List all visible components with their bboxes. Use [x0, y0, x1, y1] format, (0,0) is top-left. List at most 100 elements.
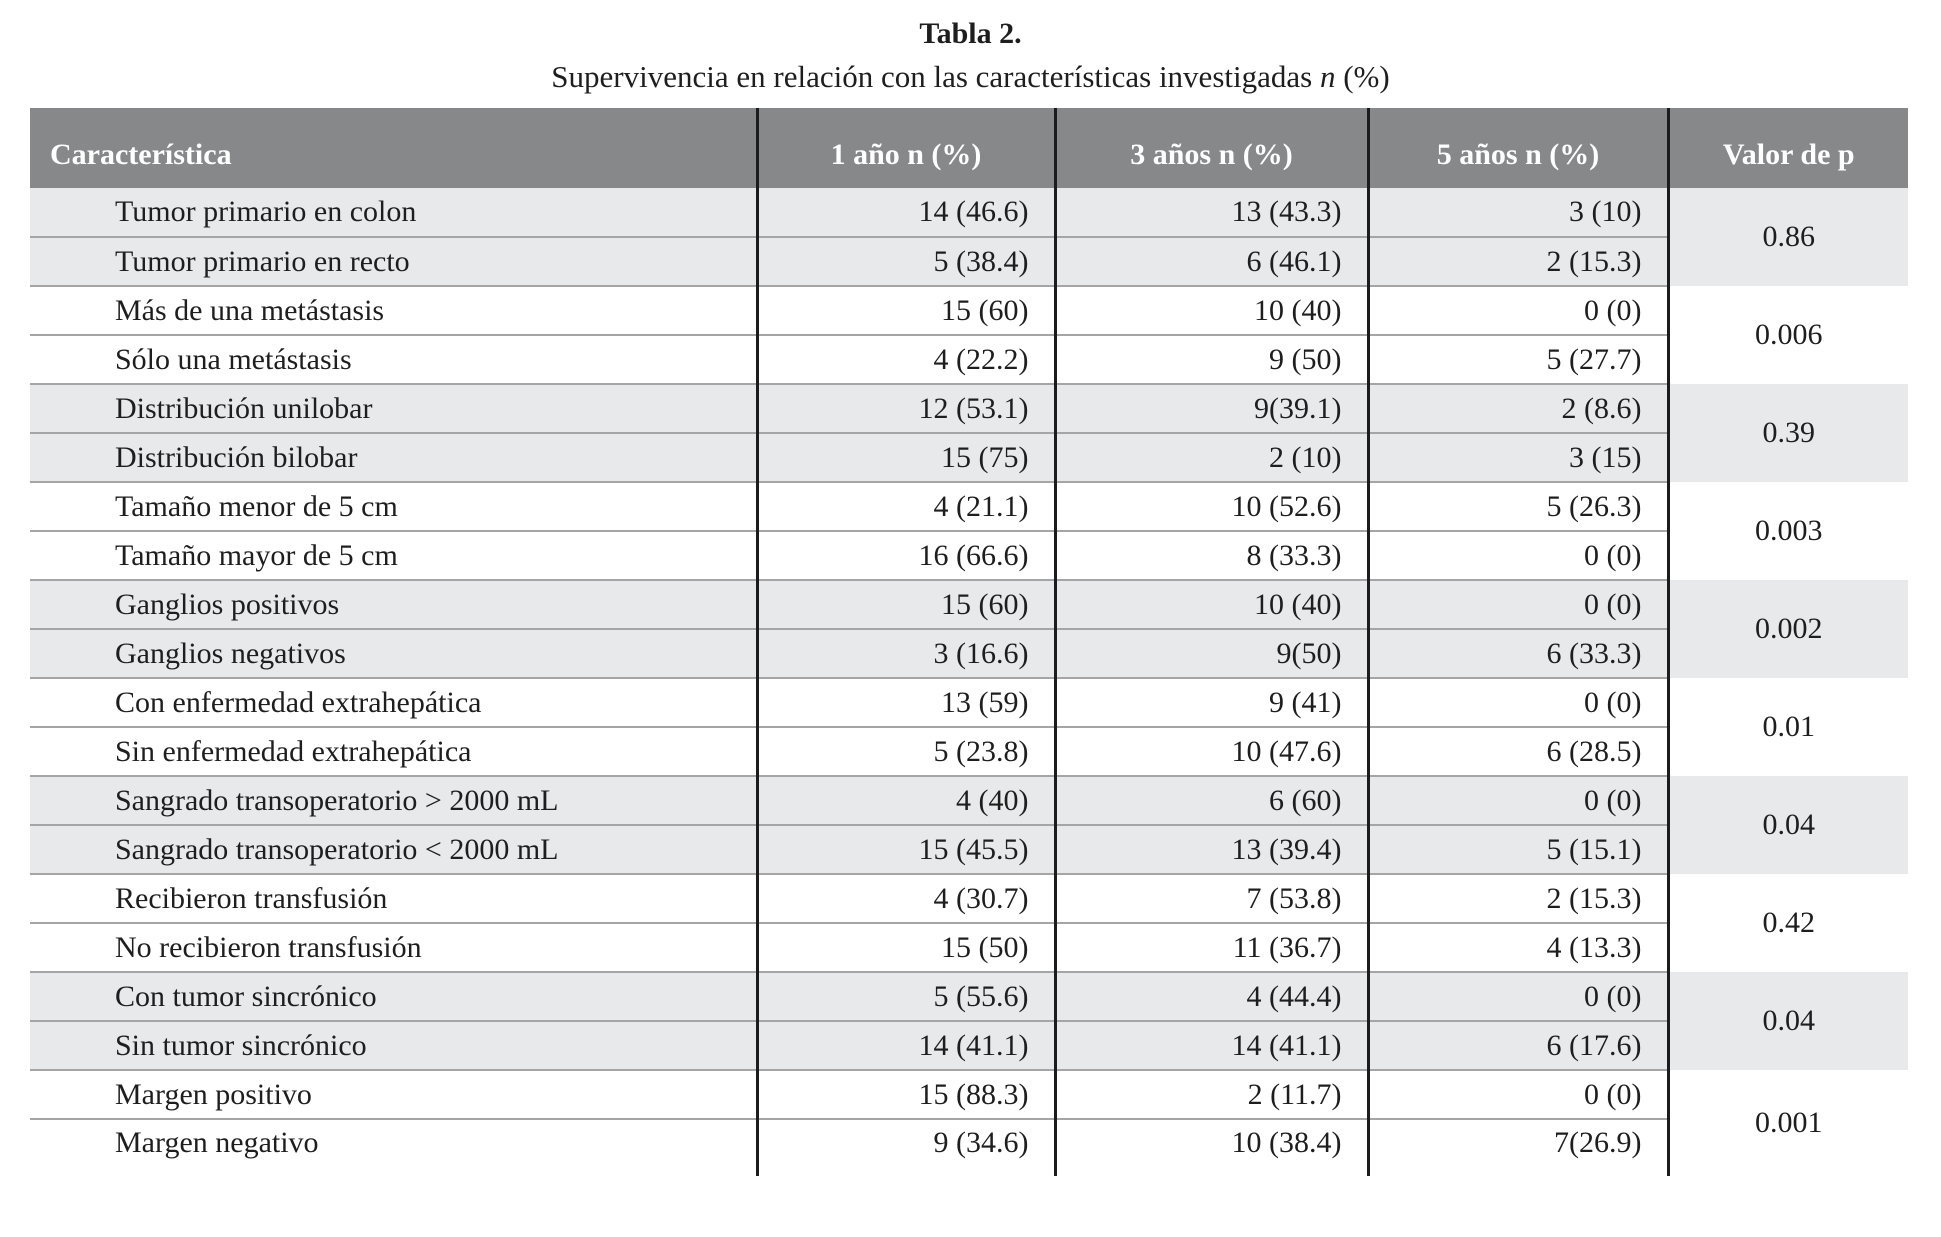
- cell-5yr: 7(26.9): [1368, 1119, 1670, 1176]
- table-row: Ganglios negativos 3 (16.6) 9(50) 6 (33.3): [30, 629, 1908, 679]
- table-row: Tumor primario en colon 14 (46.6) 13 (43.3…: [30, 188, 1908, 286]
- row-label: Con enfermedad extrahepática: [30, 678, 759, 728]
- table-row: Con enfermedad extrahepática 13 (59) 9 (41…: [30, 678, 1908, 776]
- table-row: Recibieron transfusión 4 (30.7) 7 (53.8) 2 …: [30, 874, 1908, 972]
- cell-1yr: 16 (66.6): [757, 531, 1057, 581]
- table-row: Sin enfermedad extrahepática 5 (23.8) 10 (…: [30, 727, 1908, 777]
- cell-pvalue: 0.04: [1668, 776, 1908, 874]
- table-row: Distribución bilobar 15 (75) 2 (10) 3 (15): [30, 433, 1908, 483]
- cell-3yr: 2 (10): [1055, 433, 1370, 483]
- row-label: Distribución bilobar: [30, 433, 759, 483]
- cell-5yr: 0 (0): [1368, 972, 1670, 1022]
- cell-1yr: 14 (46.6): [757, 188, 1057, 238]
- cell-3yr: 9(50): [1055, 629, 1370, 679]
- cell-1yr: 4 (22.2): [757, 335, 1057, 385]
- column-header-pvalue: Valor de p: [1668, 108, 1908, 188]
- cell-pvalue: 0.42: [1668, 874, 1908, 972]
- subtitle-italic-n: n: [1319, 59, 1336, 94]
- cell-5yr: 6 (17.6): [1368, 1021, 1670, 1071]
- row-label: Tumor primario en recto: [30, 237, 759, 287]
- cell-1yr: 5 (38.4): [757, 237, 1057, 287]
- table-row: Margen positivo 15 (88.3) 2 (11.7) 0 (0) 0.0…: [30, 1070, 1908, 1176]
- cell-3yr: 6 (60): [1055, 776, 1370, 826]
- cell-pvalue: 0.003: [1668, 482, 1908, 580]
- cell-pvalue: 0.001: [1668, 1070, 1908, 1176]
- cell-1yr: 3 (16.6): [757, 629, 1057, 679]
- table-row: No recibieron transfusión 15 (50) 11 (36.7…: [30, 923, 1908, 973]
- cell-3yr: 14 (41.1): [1055, 1021, 1370, 1071]
- cell-3yr: 10 (40): [1055, 580, 1370, 630]
- cell-3yr: 11 (36.7): [1055, 923, 1370, 973]
- row-label: Tamaño menor de 5 cm: [30, 482, 759, 532]
- cell-5yr: 3 (15): [1368, 433, 1670, 483]
- cell-5yr: 6 (28.5): [1368, 727, 1670, 777]
- column-header-3yr: 3 años n (%): [1055, 108, 1370, 188]
- cell-pvalue: 0.002: [1668, 580, 1908, 678]
- cell-5yr: 5 (26.3): [1368, 482, 1670, 532]
- row-label: Tumor primario en colon: [30, 188, 759, 238]
- column-header-5yr: 5 años n (%): [1368, 108, 1670, 188]
- cell-5yr: 0 (0): [1368, 776, 1670, 826]
- page-title: Tabla 2.: [919, 17, 1022, 50]
- table-row: Ganglios positivos 15 (60) 10 (40) 0 (0) 0.0…: [30, 580, 1908, 678]
- table-row: Sólo una metástasis 4 (22.2) 9 (50) 5 (27.7…: [30, 335, 1908, 385]
- title-block: Tabla 2. Supervivencia en relación con l…: [0, 0, 1941, 96]
- cell-3yr: 4 (44.4): [1055, 972, 1370, 1022]
- page-subtitle: Supervivencia en relación con las caract…: [0, 58, 1941, 96]
- table-row: Tamaño mayor de 5 cm 16 (66.6) 8 (33.3) 0 (…: [30, 531, 1908, 581]
- cell-5yr: 0 (0): [1368, 1070, 1670, 1120]
- cell-3yr: 13 (43.3): [1055, 188, 1370, 238]
- cell-pvalue: 0.01: [1668, 678, 1908, 776]
- cell-3yr: 7 (53.8): [1055, 874, 1370, 924]
- cell-1yr: 14 (41.1): [757, 1021, 1057, 1071]
- row-label: Ganglios positivos: [30, 580, 759, 630]
- row-label: Distribución unilobar: [30, 384, 759, 434]
- survival-table: Característica 1 año n (%) 3 años n (%) …: [30, 108, 1908, 1176]
- cell-3yr: 10 (52.6): [1055, 482, 1370, 532]
- cell-5yr: 0 (0): [1368, 286, 1670, 336]
- table-row: Tamaño menor de 5 cm 4 (21.1) 10 (52.6) 5 (…: [30, 482, 1908, 580]
- cell-3yr: 10 (38.4): [1055, 1119, 1370, 1176]
- cell-1yr: 9 (34.6): [757, 1119, 1057, 1176]
- cell-1yr: 13 (59): [757, 678, 1057, 728]
- cell-5yr: 0 (0): [1368, 580, 1670, 630]
- row-label: No recibieron transfusión: [30, 923, 759, 973]
- cell-1yr: 5 (23.8): [757, 727, 1057, 777]
- cell-5yr: 0 (0): [1368, 678, 1670, 728]
- table-row: Tumor primario en recto 5 (38.4) 6 (46.1) 2…: [30, 237, 1908, 287]
- cell-1yr: 4 (30.7): [757, 874, 1057, 924]
- column-header-caracteristica: Característica: [30, 108, 759, 188]
- table-row: Sangrado transoperatorio > 2000 mL 4 (40)…: [30, 776, 1908, 874]
- cell-3yr: 9 (41): [1055, 678, 1370, 728]
- cell-1yr: 5 (55.6): [757, 972, 1057, 1022]
- cell-pvalue: 0.39: [1668, 384, 1908, 482]
- table-header: Característica 1 año n (%) 3 años n (%) …: [30, 108, 1908, 188]
- cell-3yr: 2 (11.7): [1055, 1070, 1370, 1120]
- subtitle-suffix: (%): [1335, 59, 1390, 94]
- cell-1yr: 15 (60): [757, 286, 1057, 336]
- cell-5yr: 0 (0): [1368, 531, 1670, 581]
- cell-5yr: 2 (8.6): [1368, 384, 1670, 434]
- row-label: Sin enfermedad extrahepática: [30, 727, 759, 777]
- cell-1yr: 15 (88.3): [757, 1070, 1057, 1120]
- row-label: Margen positivo: [30, 1070, 759, 1120]
- table-body: Tumor primario en colon 14 (46.6) 13 (43.3…: [30, 188, 1908, 1176]
- cell-1yr: 12 (53.1): [757, 384, 1057, 434]
- cell-5yr: 6 (33.3): [1368, 629, 1670, 679]
- cell-3yr: 13 (39.4): [1055, 825, 1370, 875]
- cell-pvalue: 0.04: [1668, 972, 1908, 1070]
- cell-3yr: 10 (40): [1055, 286, 1370, 336]
- cell-5yr: 5 (15.1): [1368, 825, 1670, 875]
- cell-1yr: 15 (50): [757, 923, 1057, 973]
- cell-1yr: 15 (75): [757, 433, 1057, 483]
- row-label: Más de una metástasis: [30, 286, 759, 336]
- table-header-row: Característica 1 año n (%) 3 años n (%) …: [30, 108, 1908, 188]
- cell-1yr: 4 (21.1): [757, 482, 1057, 532]
- subtitle-prefix: Supervivencia en relación con las caract…: [551, 59, 1320, 94]
- cell-3yr: 8 (33.3): [1055, 531, 1370, 581]
- cell-pvalue: 0.86: [1668, 188, 1908, 286]
- row-label: Ganglios negativos: [30, 629, 759, 679]
- cell-1yr: 15 (45.5): [757, 825, 1057, 875]
- row-label: Tamaño mayor de 5 cm: [30, 531, 759, 581]
- cell-3yr: 9(39.1): [1055, 384, 1370, 434]
